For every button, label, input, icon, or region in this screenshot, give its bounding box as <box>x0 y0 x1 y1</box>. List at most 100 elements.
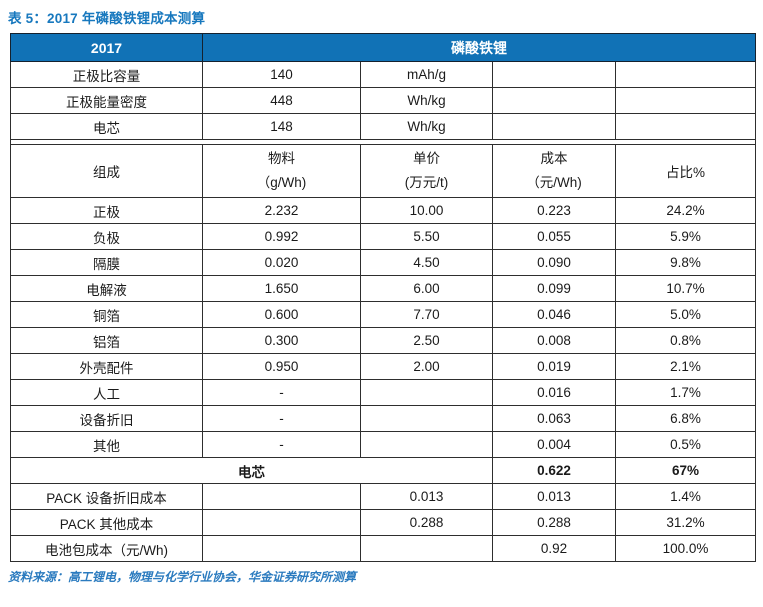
component-label: 铝箔 <box>10 327 203 354</box>
component-row: 正极 2.232 10.00 0.223 24.2% <box>10 197 756 224</box>
component-material: - <box>202 405 361 432</box>
header-chemistry-cell: 磷酸铁锂 <box>202 33 756 62</box>
component-material: 0.300 <box>202 327 361 354</box>
spec-empty-cell <box>492 87 616 114</box>
spec-unit: Wh/kg <box>360 87 493 114</box>
component-material: 1.650 <box>202 275 361 302</box>
component-share: 2.1% <box>615 353 756 380</box>
component-share: 9.8% <box>615 249 756 276</box>
component-price: 2.00 <box>360 353 493 380</box>
spec-row: 电芯 148 Wh/kg <box>10 113 756 140</box>
pack-price: 0.288 <box>360 509 493 536</box>
pack-price <box>360 535 493 562</box>
component-cost: 0.099 <box>492 275 616 302</box>
component-price: 5.50 <box>360 223 493 250</box>
component-share: 24.2% <box>615 197 756 224</box>
spec-label: 电芯 <box>10 113 203 140</box>
spec-row: 正极能量密度 448 Wh/kg <box>10 87 756 114</box>
spec-row: 正极比容量 140 mAh/g <box>10 61 756 88</box>
component-cost: 0.055 <box>492 223 616 250</box>
component-row: 其他 - 0.004 0.5% <box>10 431 756 458</box>
component-price: 7.70 <box>360 301 493 328</box>
pack-cost: 0.92 <box>492 535 616 562</box>
spec-unit: Wh/kg <box>360 113 493 140</box>
pack-label: PACK 设备折旧成本 <box>10 483 203 510</box>
component-cost: 0.063 <box>492 405 616 432</box>
component-share: 0.8% <box>615 327 756 354</box>
component-share: 5.9% <box>615 223 756 250</box>
pack-material <box>202 509 361 536</box>
pack-share: 100.0% <box>615 535 756 562</box>
spec-label: 正极能量密度 <box>10 87 203 114</box>
component-material: 0.992 <box>202 223 361 250</box>
component-cost: 0.004 <box>492 431 616 458</box>
component-label: 负极 <box>10 223 203 250</box>
component-price: 2.50 <box>360 327 493 354</box>
pack-share: 31.2% <box>615 509 756 536</box>
subtotal-cost: 0.622 <box>492 457 616 484</box>
pack-label: 电池包成本（元/Wh) <box>10 535 203 562</box>
component-cost: 0.046 <box>492 301 616 328</box>
component-row: 隔膜 0.020 4.50 0.090 9.8% <box>10 249 756 276</box>
cell-subtotal-row: 电芯 0.622 67% <box>10 457 756 484</box>
columns-header-row: 组成 物料 （g/Wh) 单价 (万元/t) 成本 （元/Wh) 占比% <box>10 144 756 198</box>
component-share: 5.0% <box>615 301 756 328</box>
component-label: 电解液 <box>10 275 203 302</box>
component-row: 设备折旧 - 0.063 6.8% <box>10 405 756 432</box>
component-price: 10.00 <box>360 197 493 224</box>
subtotal-share: 67% <box>615 457 756 484</box>
component-price <box>360 379 493 406</box>
spec-value: 140 <box>202 61 361 88</box>
source-note: 资料来源：高工锂电，物理与化学行业协会，华金证券研究所测算 <box>8 570 357 584</box>
pack-cost: 0.013 <box>492 483 616 510</box>
component-material: 0.950 <box>202 353 361 380</box>
component-share: 10.7% <box>615 275 756 302</box>
component-label: 其他 <box>10 431 203 458</box>
pack-row: PACK 设备折旧成本 0.013 0.013 1.4% <box>10 483 756 510</box>
component-share: 0.5% <box>615 431 756 458</box>
component-material: 2.232 <box>202 197 361 224</box>
component-material: 0.020 <box>202 249 361 276</box>
pack-cost: 0.288 <box>492 509 616 536</box>
pack-label: PACK 其他成本 <box>10 509 203 536</box>
component-label: 铜箔 <box>10 301 203 328</box>
pack-row: 电池包成本（元/Wh) 0.92 100.0% <box>10 535 756 562</box>
component-row: 铜箔 0.600 7.70 0.046 5.0% <box>10 301 756 328</box>
component-row: 外壳配件 0.950 2.00 0.019 2.1% <box>10 353 756 380</box>
component-cost: 0.090 <box>492 249 616 276</box>
component-row: 人工 - 0.016 1.7% <box>10 379 756 406</box>
component-price <box>360 405 493 432</box>
col-header-cost: 成本 （元/Wh) <box>492 144 616 198</box>
header-year-cell: 2017 <box>10 33 203 62</box>
table-header-row: 2017 磷酸铁锂 <box>10 33 756 62</box>
component-share: 1.7% <box>615 379 756 406</box>
pack-price: 0.013 <box>360 483 493 510</box>
component-label: 隔膜 <box>10 249 203 276</box>
spec-empty-cell <box>615 61 756 88</box>
component-cost: 0.008 <box>492 327 616 354</box>
spec-unit: mAh/g <box>360 61 493 88</box>
component-cost: 0.019 <box>492 353 616 380</box>
component-price <box>360 431 493 458</box>
component-cost: 0.223 <box>492 197 616 224</box>
spec-empty-cell <box>492 113 616 140</box>
col-header-material: 物料 （g/Wh) <box>202 144 361 198</box>
col-header-component: 组成 <box>10 144 203 198</box>
spec-empty-cell <box>615 87 756 114</box>
component-material: - <box>202 379 361 406</box>
component-material: 0.600 <box>202 301 361 328</box>
component-row: 电解液 1.650 6.00 0.099 10.7% <box>10 275 756 302</box>
component-share: 6.8% <box>615 405 756 432</box>
pack-material <box>202 483 361 510</box>
pack-share: 1.4% <box>615 483 756 510</box>
component-label: 外壳配件 <box>10 353 203 380</box>
pack-material <box>202 535 361 562</box>
component-cost: 0.016 <box>492 379 616 406</box>
component-price: 6.00 <box>360 275 493 302</box>
component-label: 人工 <box>10 379 203 406</box>
spec-value: 148 <box>202 113 361 140</box>
component-material: - <box>202 431 361 458</box>
component-price: 4.50 <box>360 249 493 276</box>
table-title: 表 5：2017 年磷酸铁锂成本测算 <box>8 11 206 26</box>
